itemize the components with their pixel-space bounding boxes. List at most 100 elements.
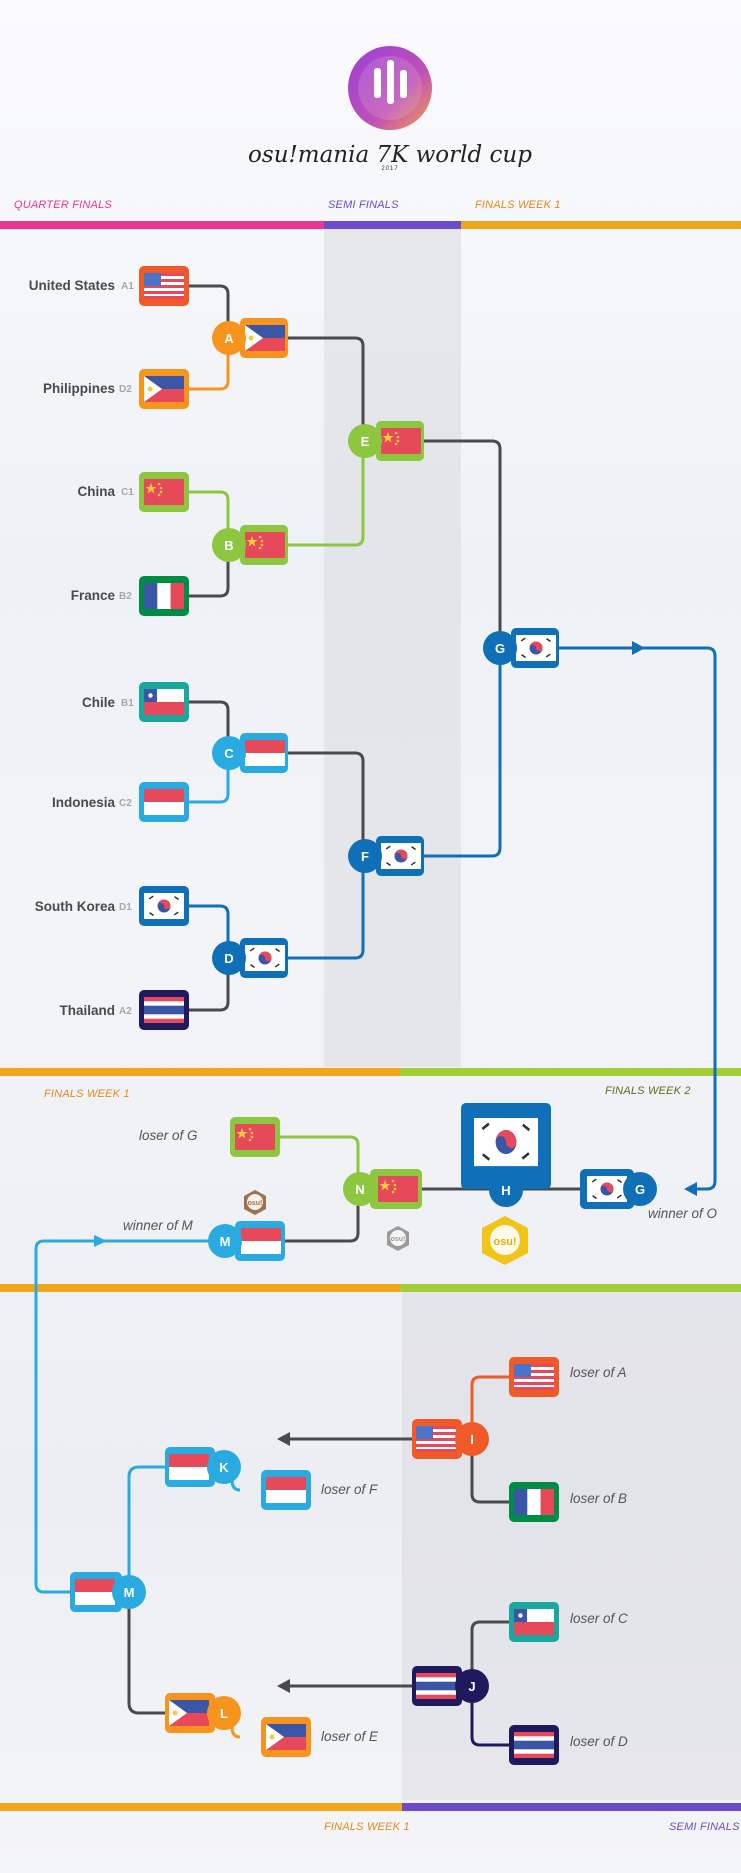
fw1-mid-bar [0,1068,400,1076]
tile-indonesia[interactable] [139,782,189,822]
match-letter-d: D [224,951,233,966]
match-node-g[interactable] [483,628,559,668]
line-lg-n [280,1135,360,1187]
tile-philippines[interactable] [139,369,189,409]
tile-loser-of-f[interactable] [261,1470,311,1510]
line-c-f [285,751,365,856]
tile-loser-of-d[interactable] [509,1725,559,1765]
match-node-n[interactable] [343,1169,422,1209]
team-seed-south-korea: D1 [119,902,132,913]
match-letter-c: C [224,746,234,761]
tile-loser-of-e[interactable] [261,1717,311,1757]
line-g-grandfinal [558,646,717,1191]
osu-text-gold: osu! [493,1236,516,1248]
tile-united-states[interactable] [139,266,189,306]
note-loser-of-a: loser of A [570,1365,627,1380]
team-seed-china: C1 [121,487,134,498]
match-node-g-finals[interactable] [580,1169,657,1209]
match-node-j[interactable] [412,1666,489,1706]
note-winner-of-o: winner of O [648,1206,718,1221]
match-node-d[interactable] [212,938,288,978]
match-letter-m: M [124,1585,135,1600]
match-letter-j: J [468,1679,475,1694]
line-cl-c [187,700,230,753]
osu-badge-silver [387,1226,409,1251]
label-finals-week-1-bottom: FINALS WEEK 1 [324,1821,410,1833]
semi-finals-column [324,229,461,1067]
arrow-left-l [277,1679,290,1693]
match-node-l[interactable] [165,1693,241,1733]
label-quarter-finals: QUARTER FINALS [14,199,112,211]
match-letter-i: I [470,1432,474,1447]
note-loser-of-g: loser of G [139,1128,198,1143]
match-letter-k: K [219,1460,229,1475]
match-node-k[interactable] [165,1447,241,1487]
tile-chile[interactable] [139,682,189,722]
note-loser-of-b: loser of B [570,1491,628,1506]
fw2-bar-2 [400,1284,741,1292]
match-letter-e: E [361,434,370,449]
team-seed-chile: B1 [121,698,134,709]
sf-bar [324,221,461,229]
team-name-france: France [70,588,115,603]
match-node-i[interactable] [412,1419,489,1459]
line-ld-j [470,1686,510,1747]
arrow-right-g [632,641,645,655]
line-b-e [285,441,365,547]
line-e-g [420,439,502,648]
team-seed-france: B2 [119,591,132,602]
tile-thailand[interactable] [139,990,189,1030]
osu-text-bronze: osu! [248,1200,263,1207]
tile-china[interactable] [139,472,189,512]
team-name-thailand: Thailand [59,1003,115,1018]
line-lc-j [470,1620,510,1686]
tile-loser-of-c[interactable] [509,1602,559,1642]
tile-france[interactable] [139,576,189,616]
qf-bar [0,221,324,229]
match-node-f[interactable] [348,836,424,876]
tile-loser-of-a[interactable] [509,1357,559,1397]
line-k-m [127,1465,168,1590]
match-node-c[interactable] [212,733,288,773]
tile-loser-of-b[interactable] [509,1482,559,1522]
match-node-m-finals[interactable] [208,1221,285,1261]
match-letter-h: H [501,1183,510,1198]
match-node-e[interactable] [348,421,424,461]
team-seed-philippines: D2 [119,384,132,395]
match-node-a[interactable] [212,318,288,358]
line-us-a [187,284,230,338]
match-letter-g-finals: G [635,1182,645,1197]
match-node-m[interactable] [70,1572,146,1612]
match-letter-g: G [495,641,505,656]
osu-badge-bronze [244,1190,266,1215]
osu-text-silver: osu! [391,1236,406,1243]
line-f-g [420,648,502,858]
team-seed-thailand: A2 [119,1006,132,1017]
champion-tile-h[interactable] [461,1103,551,1207]
line-d-f [285,856,365,960]
arrow-left-g2 [684,1182,697,1196]
losers-column [402,1292,741,1800]
label-finals-week-1-mid: FINALS WEEK 1 [44,1088,130,1100]
line-lb-i [470,1439,510,1504]
match-node-b[interactable] [212,525,288,565]
line-id-c [187,753,230,804]
team-name-united-states: United States [28,278,115,293]
label-finals-week-1: FINALS WEEK 1 [475,199,561,211]
line-kr-d [187,904,230,958]
team-name-philippines: Philippines [42,381,115,396]
tile-loser-of-g[interactable] [230,1117,280,1157]
note-winner-of-m: winner of M [123,1218,193,1233]
line-cn-b [187,490,230,545]
line-th-d [187,958,230,1012]
label-finals-week-2: FINALS WEEK 2 [605,1085,691,1097]
arrow-right-m [94,1235,107,1247]
team-name-china: China [77,484,115,499]
label-semi-finals-bottom: SEMI FINALS [669,1821,740,1833]
tile-south-korea[interactable] [139,886,189,926]
note-loser-of-e: loser of E [321,1729,379,1744]
logo-title: osu!mania 7K world cup [248,142,532,168]
fw1-bar [461,221,741,229]
